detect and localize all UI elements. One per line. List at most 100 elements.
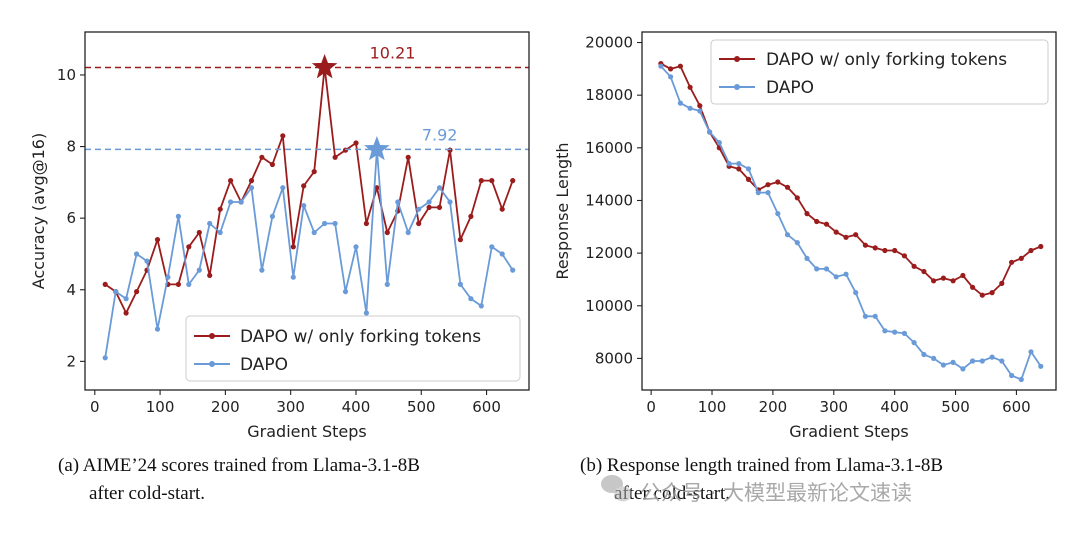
data-point bbox=[384, 281, 390, 287]
x-tick-label: 500 bbox=[941, 398, 970, 416]
data-point bbox=[259, 154, 265, 160]
data-point bbox=[1038, 363, 1044, 369]
data-point bbox=[102, 281, 108, 287]
caption-left-line2: after cold-start. bbox=[89, 483, 205, 504]
legend-label-dapo: DAPO bbox=[240, 355, 288, 375]
data-point bbox=[979, 358, 985, 364]
data-point bbox=[736, 166, 742, 172]
data-point bbox=[843, 234, 849, 240]
data-point bbox=[833, 274, 839, 280]
data-point bbox=[322, 220, 328, 227]
data-point bbox=[478, 178, 484, 184]
plot-frame bbox=[84, 31, 530, 391]
data-point bbox=[186, 244, 192, 250]
x-axis-label: Gradient Steps bbox=[789, 422, 909, 441]
wechat-icon bbox=[601, 475, 632, 502]
data-point bbox=[687, 84, 693, 90]
data-point bbox=[1028, 349, 1034, 355]
data-point bbox=[165, 274, 171, 280]
data-point bbox=[765, 182, 771, 188]
data-point bbox=[765, 190, 771, 196]
watermark: 公众号 · 大模型最新论文速读 bbox=[601, 475, 912, 505]
data-point bbox=[405, 154, 411, 160]
data-point bbox=[154, 237, 161, 243]
y-tick-label: 18000 bbox=[585, 86, 633, 104]
data-point bbox=[823, 221, 830, 227]
data-point bbox=[395, 199, 401, 205]
data-point bbox=[872, 245, 878, 251]
data-point bbox=[697, 108, 703, 114]
caption-right-line1: (b) Response length trained from Llama-3… bbox=[580, 455, 943, 476]
data-point bbox=[862, 313, 869, 319]
data-point bbox=[374, 185, 380, 191]
y-tick-label: 10 bbox=[57, 66, 76, 84]
data-point bbox=[426, 204, 432, 210]
data-point bbox=[794, 195, 800, 201]
x-tick-label: 300 bbox=[276, 398, 305, 416]
data-point bbox=[950, 278, 956, 284]
data-point bbox=[311, 169, 317, 175]
data-point bbox=[175, 281, 181, 287]
data-point bbox=[248, 178, 255, 184]
data-point bbox=[707, 129, 713, 135]
y-tick-label: 16000 bbox=[585, 139, 633, 157]
data-point bbox=[510, 267, 516, 273]
data-point bbox=[1018, 255, 1024, 261]
data-point bbox=[217, 206, 223, 212]
data-point bbox=[745, 176, 752, 182]
plot-frame bbox=[641, 31, 1057, 391]
data-point bbox=[833, 229, 839, 235]
data-point bbox=[499, 206, 505, 212]
data-point bbox=[447, 199, 453, 205]
y-tick-label: 8 bbox=[66, 138, 76, 156]
data-point bbox=[363, 220, 369, 227]
data-point bbox=[736, 161, 742, 167]
data-point bbox=[301, 183, 307, 189]
x-tick-label: 300 bbox=[819, 398, 848, 416]
data-point bbox=[950, 359, 956, 365]
max-star-marker bbox=[364, 135, 390, 161]
data-point bbox=[353, 244, 359, 250]
data-point bbox=[677, 63, 684, 69]
data-point bbox=[457, 281, 463, 287]
y-axis-label: Accuracy (avg@16) bbox=[29, 133, 48, 289]
caption-left-line1: (a) AIME’24 scores trained from Llama-3.… bbox=[58, 455, 420, 476]
data-point bbox=[999, 280, 1005, 286]
data-point bbox=[228, 199, 234, 205]
data-point bbox=[804, 211, 810, 217]
data-point bbox=[457, 237, 463, 243]
data-point bbox=[426, 199, 432, 205]
data-point bbox=[823, 266, 830, 272]
data-point bbox=[311, 229, 317, 236]
data-point bbox=[301, 203, 307, 209]
y-tick-label: 6 bbox=[66, 209, 76, 227]
x-tick-label: 600 bbox=[1002, 398, 1031, 416]
x-tick-label: 0 bbox=[90, 398, 100, 416]
data-point bbox=[843, 271, 849, 277]
legend-label-dapo: DAPO bbox=[766, 78, 814, 98]
data-point bbox=[960, 272, 966, 279]
data-point bbox=[882, 328, 888, 334]
data-point bbox=[901, 253, 908, 259]
data-point bbox=[697, 103, 703, 109]
x-tick-label: 400 bbox=[342, 398, 371, 416]
data-point bbox=[416, 220, 422, 227]
data-point bbox=[186, 281, 192, 287]
y-tick-label: 4 bbox=[66, 281, 76, 299]
data-point bbox=[989, 354, 995, 360]
data-point bbox=[207, 220, 213, 227]
data-point bbox=[775, 211, 781, 217]
series-line bbox=[660, 65, 1042, 381]
data-point bbox=[1018, 376, 1024, 383]
data-point bbox=[280, 185, 286, 191]
data-point bbox=[332, 154, 338, 160]
data-point bbox=[970, 358, 976, 364]
data-point bbox=[144, 258, 150, 264]
reference-value-label: 7.92 bbox=[422, 125, 458, 144]
x-tick-label: 100 bbox=[146, 398, 175, 416]
series-line bbox=[660, 62, 1042, 297]
x-tick-label: 100 bbox=[698, 398, 727, 416]
data-point bbox=[794, 240, 800, 246]
data-point bbox=[911, 340, 917, 346]
